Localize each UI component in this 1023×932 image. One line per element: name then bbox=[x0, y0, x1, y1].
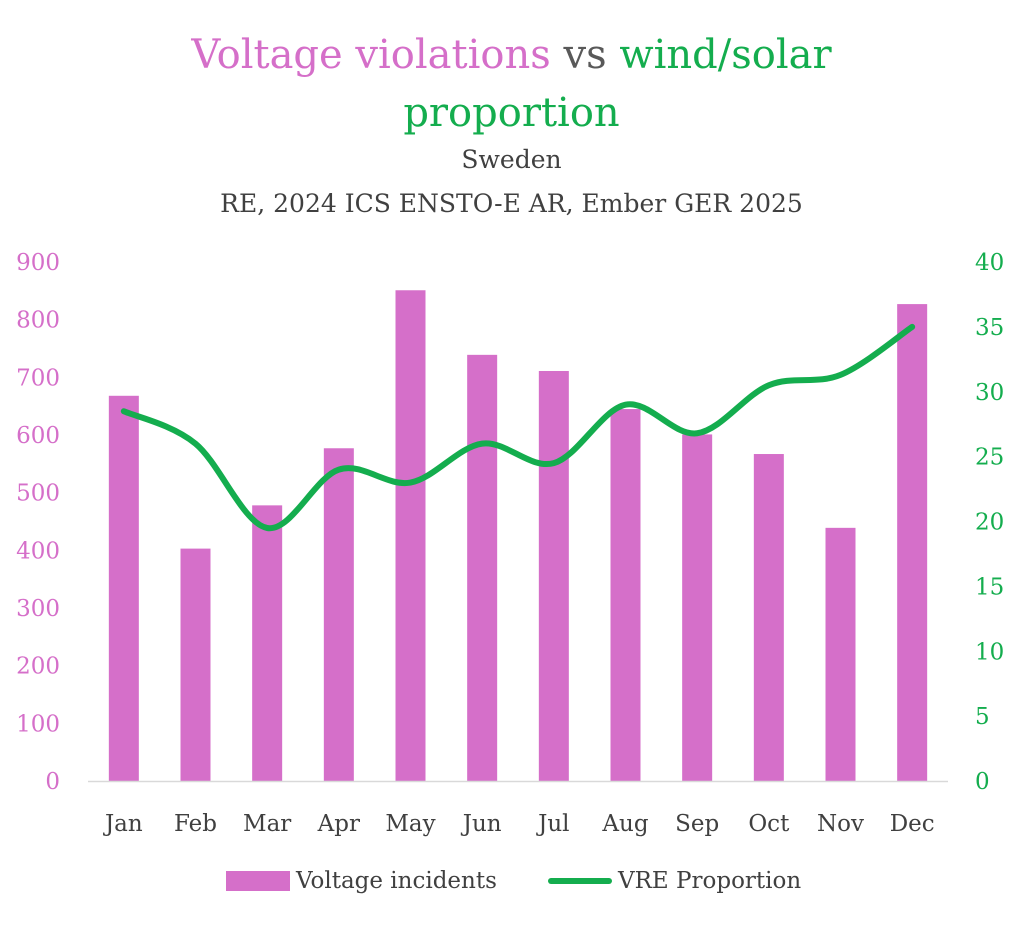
left-tick-label: 200 bbox=[16, 654, 60, 680]
x-tick-label: Aug bbox=[601, 811, 648, 837]
bar-jun bbox=[467, 354, 498, 781]
right-tick-label: 40 bbox=[975, 250, 1004, 276]
x-tick-label: Apr bbox=[317, 811, 360, 837]
left-tick-label: 500 bbox=[16, 481, 60, 507]
bar-oct bbox=[753, 454, 784, 781]
bar-jan bbox=[108, 395, 139, 781]
right-tick-label: 10 bbox=[975, 639, 1004, 665]
legend-swatch-bar bbox=[226, 871, 290, 891]
left-tick-label: 300 bbox=[16, 596, 60, 622]
bar-may bbox=[395, 290, 426, 781]
left-axis: 0 100 200 300 400 500 600 700 800 900 bbox=[16, 250, 60, 795]
x-tick-label: Oct bbox=[748, 811, 790, 837]
chart-title: Voltage violations vs wind/solar proport… bbox=[0, 26, 1023, 142]
bar-jul bbox=[538, 370, 569, 781]
chart-subtitle-source: RE, 2024 ICS ENSTO-E AR, Ember GER 2025 bbox=[220, 189, 803, 218]
bar-aug bbox=[610, 409, 641, 781]
legend: Voltage incidents VRE Proportion bbox=[0, 868, 1023, 904]
x-tick-label: Jan bbox=[103, 811, 143, 837]
bar-dec bbox=[897, 304, 928, 781]
right-axis: 0 5 10 15 20 25 30 35 40 bbox=[975, 250, 1004, 795]
right-tick-label: 5 bbox=[975, 704, 990, 730]
left-tick-label: 600 bbox=[16, 423, 60, 449]
left-tick-label: 400 bbox=[16, 538, 60, 564]
legend-item-vre: VRE Proportion bbox=[548, 868, 801, 894]
x-axis: Jan Feb Mar Apr May Jun Jul Aug Sep Oct Nov Dec bbox=[103, 811, 935, 837]
left-tick-label: 700 bbox=[16, 365, 60, 391]
x-tick-label: Feb bbox=[174, 811, 217, 837]
chart-subtitle-country: Sweden bbox=[461, 145, 562, 174]
left-tick-label: 900 bbox=[16, 250, 60, 276]
legend-label-vre: VRE Proportion bbox=[618, 868, 802, 894]
right-tick-label: 20 bbox=[975, 510, 1004, 536]
vre-line bbox=[120, 323, 916, 531]
right-tick-label: 35 bbox=[975, 315, 1004, 341]
legend-item-voltage: Voltage incidents bbox=[226, 868, 497, 894]
x-tick-label: Nov bbox=[817, 811, 864, 837]
title-part-proportion: proportion bbox=[403, 90, 620, 136]
left-tick-label: 100 bbox=[16, 711, 60, 737]
bar-mar bbox=[252, 505, 283, 781]
title-part-wind: wind/solar bbox=[619, 32, 832, 78]
right-tick-label: 0 bbox=[975, 769, 990, 795]
right-tick-label: 25 bbox=[975, 445, 1004, 471]
title-part-voltage: Voltage violations bbox=[191, 32, 551, 78]
x-tick-label: May bbox=[385, 811, 435, 837]
title-part-vs: vs bbox=[563, 32, 607, 78]
x-tick-label: Jul bbox=[536, 811, 569, 837]
right-tick-label: 15 bbox=[975, 574, 1004, 600]
bar-series bbox=[108, 290, 928, 781]
x-tick-label: Jun bbox=[461, 811, 502, 837]
right-tick-label: 30 bbox=[975, 380, 1004, 406]
x-tick-label: Dec bbox=[890, 811, 935, 837]
left-tick-label: 800 bbox=[16, 308, 60, 334]
bar-sep bbox=[682, 434, 713, 781]
x-tick-label: Mar bbox=[243, 811, 291, 837]
bar-nov bbox=[825, 527, 856, 781]
bar-apr bbox=[323, 448, 354, 781]
legend-label-voltage: Voltage incidents bbox=[296, 868, 497, 894]
x-tick-label: Sep bbox=[675, 811, 719, 837]
left-tick-label: 0 bbox=[45, 769, 60, 795]
bar-feb bbox=[180, 548, 211, 781]
legend-swatch-line bbox=[548, 878, 612, 884]
